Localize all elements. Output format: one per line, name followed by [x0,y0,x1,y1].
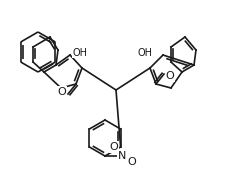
Text: O: O [109,142,118,152]
Text: OH: OH [137,48,152,58]
Text: O: O [165,71,174,81]
Text: O: O [57,87,66,97]
Text: N: N [117,151,126,161]
Text: O: O [127,157,136,167]
Text: OH: OH [72,48,87,58]
